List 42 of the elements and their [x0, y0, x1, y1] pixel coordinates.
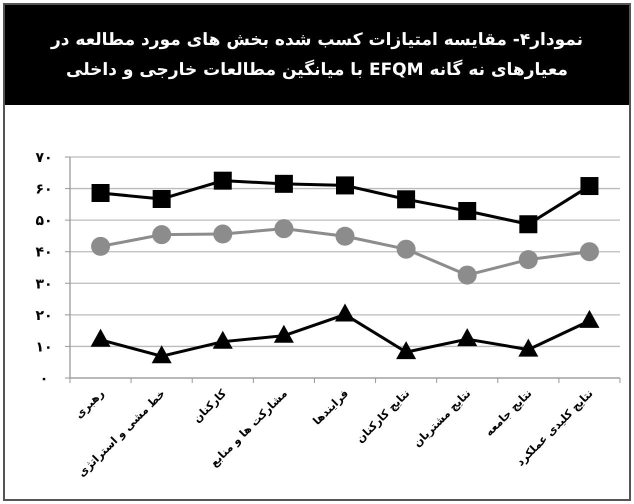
- y-tick-label: ۰: [40, 371, 48, 387]
- point: [90, 328, 111, 347]
- point: [458, 202, 476, 220]
- point: [335, 304, 355, 322]
- point: [274, 174, 293, 193]
- x-tick-label: نتایج کارکنان: [354, 386, 412, 446]
- y-tick-label: ۷۰: [35, 150, 53, 166]
- x-tick-label: نتایج مشتریان: [410, 386, 474, 450]
- point: [152, 345, 172, 364]
- point: [518, 250, 538, 270]
- point: [152, 225, 172, 244]
- point: [213, 224, 232, 244]
- point: [91, 236, 110, 256]
- y-tick-label: ۶۰: [35, 182, 53, 198]
- point: [336, 226, 354, 246]
- y-tick-label: ۵۰: [35, 213, 53, 230]
- point: [212, 330, 233, 349]
- point: [274, 219, 294, 238]
- y-tick-label: ۴۰: [35, 244, 53, 261]
- point: [152, 190, 171, 208]
- point: [274, 324, 294, 343]
- y-tick-label: ۱۰: [35, 339, 53, 356]
- point: [457, 328, 478, 346]
- point: [396, 240, 416, 259]
- chart-title: نمودار۴- مقایسه امتیازات کسب شده بخش های مورد مطالعه در معیارهای نه گانه EFQM با میانگین مطالعات خارجی و داخلی: [49, 29, 584, 82]
- point: [214, 172, 232, 190]
- point: [518, 338, 538, 357]
- point: [580, 177, 598, 196]
- point: [519, 215, 538, 234]
- point: [458, 266, 477, 285]
- y-tick-label: ۲۰: [35, 308, 53, 324]
- y-tick-label: ۳۰: [35, 276, 53, 292]
- point: [579, 310, 600, 328]
- point: [92, 184, 110, 202]
- point: [396, 341, 416, 360]
- point: [580, 242, 599, 262]
- x-tick-label: کارکنان: [190, 386, 230, 426]
- point: [397, 190, 416, 208]
- x-tick-label: فرایندها: [310, 386, 352, 428]
- x-tick-label: نتایج جامعه: [482, 386, 534, 439]
- x-tick-label: رهبری: [72, 386, 107, 422]
- point: [336, 176, 354, 194]
